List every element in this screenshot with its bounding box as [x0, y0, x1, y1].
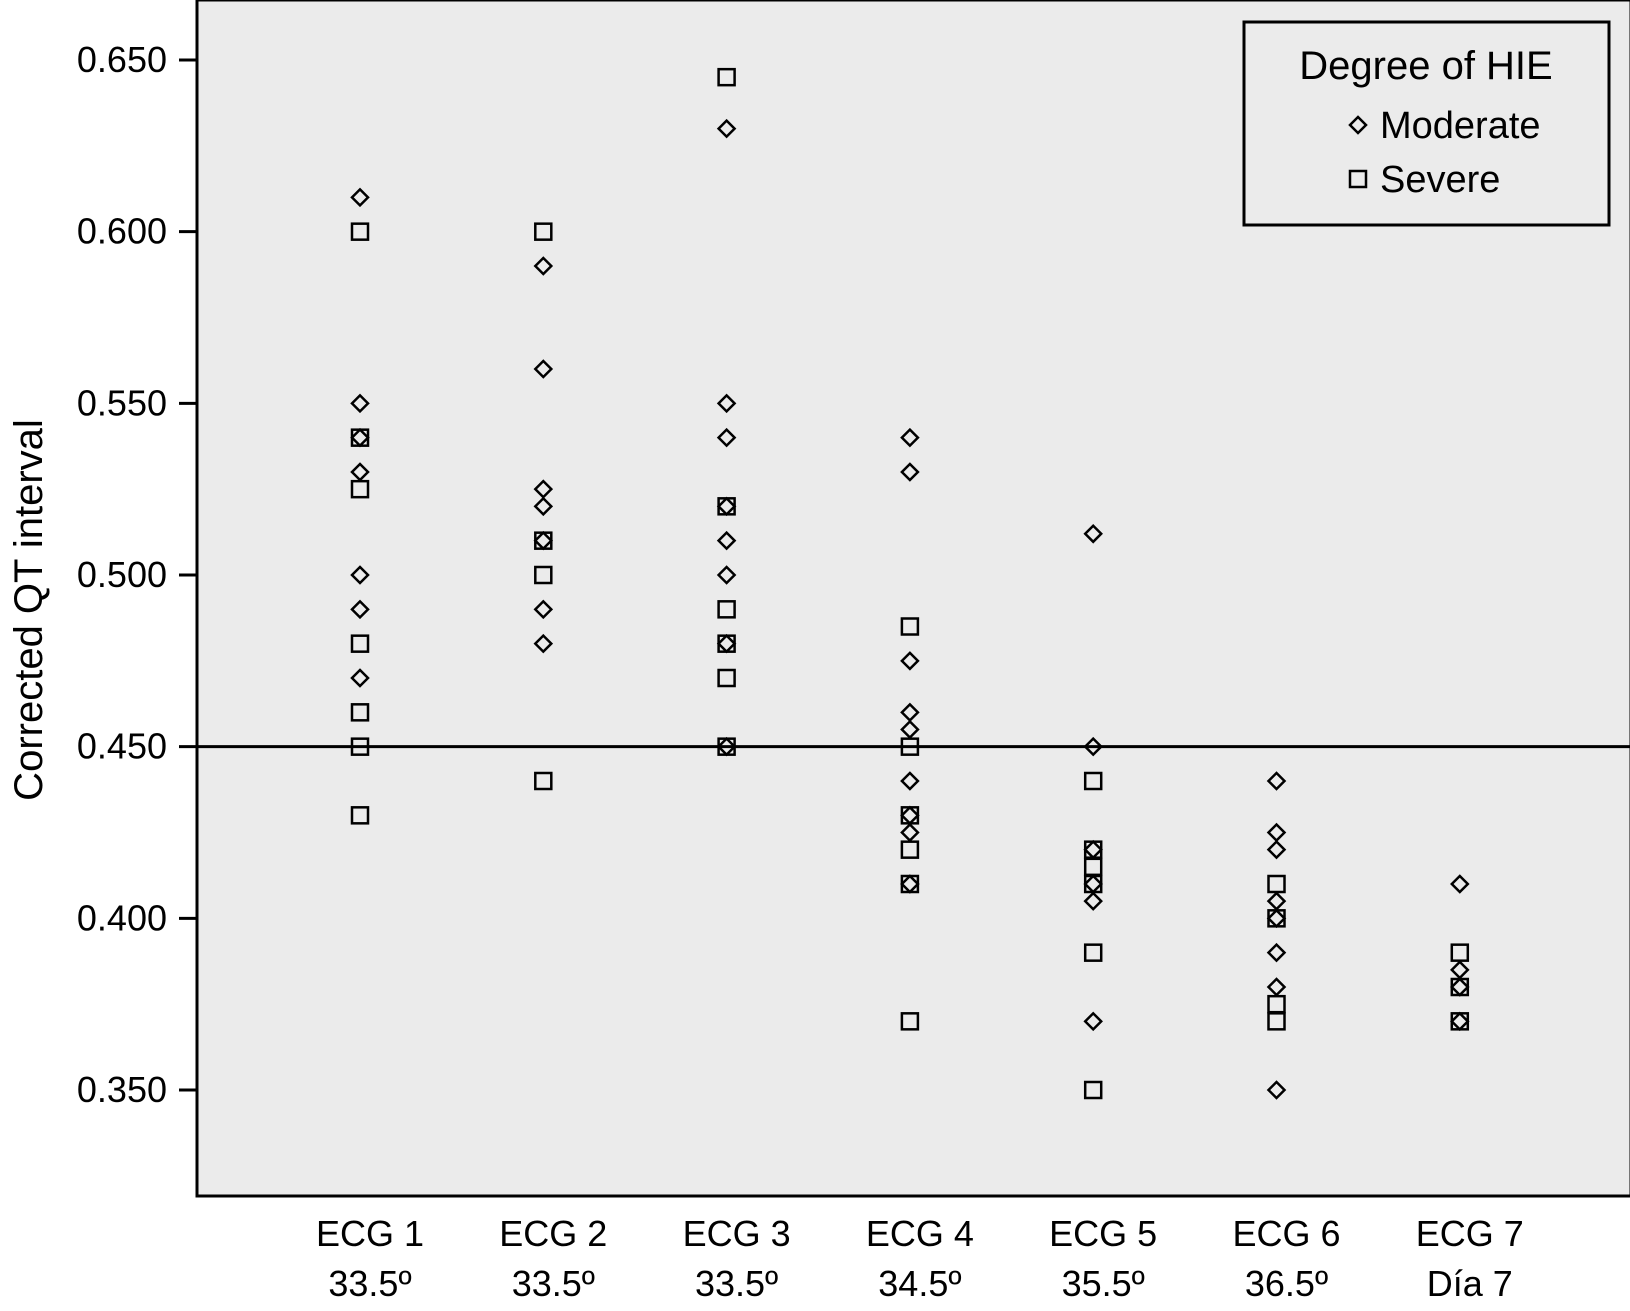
severe-point: [900, 806, 920, 825]
y-tick-label: 0.550: [77, 382, 167, 423]
moderate-point: [1083, 1011, 1103, 1032]
severe-point: [534, 222, 553, 241]
severe-point: [1450, 943, 1470, 962]
moderate-point: [716, 118, 737, 139]
severe-point: [534, 771, 553, 791]
x-category-label-line1: ECG 7: [1416, 1213, 1524, 1254]
severe-point: [717, 668, 736, 688]
moderate-point: [1450, 874, 1470, 894]
moderate-point: [1266, 942, 1287, 963]
moderate-point: [1266, 1080, 1287, 1100]
severe-point: [534, 565, 553, 585]
y-axis-title: Corrected QT interval: [7, 419, 51, 801]
severe-point: [1083, 874, 1103, 894]
moderate-point: [533, 496, 554, 517]
severe-point: [350, 428, 370, 447]
moderate-point: [1083, 524, 1103, 544]
legend-moderate-marker: [1348, 115, 1368, 135]
y-tick-label: 0.650: [77, 39, 167, 80]
severe-point: [1267, 909, 1286, 928]
severe-point: [717, 67, 736, 87]
severe-point: [1083, 943, 1103, 962]
x-category-label-line1: ECG 6: [1232, 1213, 1340, 1254]
severe-point: [900, 840, 920, 859]
moderate-point: [1083, 891, 1103, 911]
x-category-label-line2: 35.5º: [1062, 1263, 1145, 1304]
severe-point: [1083, 1080, 1103, 1100]
moderate-point: [716, 530, 737, 551]
moderate-point: [716, 393, 737, 414]
data-points-layer: [350, 67, 1470, 1100]
y-tick-label: 0.350: [77, 1069, 167, 1110]
moderate-point: [350, 668, 370, 688]
severe-point: [717, 497, 736, 516]
moderate-point: [900, 771, 920, 791]
legend-moderate-label: Moderate: [1380, 105, 1541, 147]
x-category-label-line1: ECG 1: [316, 1213, 424, 1254]
x-axis-category-labels: ECG 1 33.5º ECG 2 33.5º ECG 3 33.5º ECG 4 34.5º…: [316, 1213, 1524, 1304]
x-category-label-line2: 36.5º: [1245, 1263, 1328, 1304]
severe-point: [1267, 1012, 1286, 1031]
severe-point: [350, 634, 370, 653]
x-category-label-line1: ECG 2: [499, 1213, 607, 1254]
y-axis-ticks: 0.350 0.400 0.450 0.500 0.550 0.600 0.650: [77, 39, 197, 1110]
x-category-label-line2: Día 7: [1427, 1263, 1513, 1304]
legend-box: [1242, 20, 1611, 227]
x-category-label-line2: 33.5º: [512, 1263, 595, 1304]
x-category-label-line1: ECG 5: [1049, 1213, 1157, 1254]
y-tick-label: 0.500: [77, 554, 167, 595]
x-category-label-line2: 33.5º: [328, 1263, 411, 1304]
severe-point: [350, 222, 370, 241]
moderate-point: [533, 359, 554, 379]
x-category-label-line2: 33.5º: [695, 1263, 778, 1304]
moderate-point: [533, 633, 554, 654]
legend-severe-marker: [1348, 169, 1368, 189]
severe-point: [350, 479, 370, 499]
moderate-point: [350, 393, 370, 414]
severe-point: [900, 1012, 920, 1031]
legend-severe-label: Severe: [1380, 159, 1500, 201]
severe-point: [1450, 1012, 1470, 1031]
moderate-point: [533, 256, 554, 276]
moderate-point: [350, 187, 370, 208]
moderate-point: [533, 599, 554, 620]
x-category-label-line2: 34.5º: [878, 1263, 961, 1304]
legend-entries: Moderate Severe: [1348, 105, 1541, 201]
legend-title: Degree of HIE: [1299, 44, 1552, 88]
severe-point: [900, 737, 920, 756]
moderate-point: [1266, 839, 1287, 860]
severe-point: [1083, 771, 1103, 791]
severe-point: [900, 617, 920, 636]
severe-point: [350, 737, 370, 756]
moderate-point: [900, 462, 920, 482]
y-tick-label: 0.450: [77, 726, 167, 767]
moderate-point: [716, 565, 737, 585]
severe-point: [534, 531, 553, 550]
severe-point: [350, 806, 370, 825]
legend: Degree of HIE Moderate Severe: [1242, 20, 1611, 227]
severe-point: [717, 600, 736, 619]
severe-point: [1267, 874, 1286, 894]
moderate-point: [1083, 736, 1103, 757]
severe-point: [900, 874, 920, 894]
moderate-point: [900, 427, 920, 448]
moderate-point: [716, 427, 737, 448]
moderate-point: [1266, 771, 1287, 791]
severe-point: [350, 703, 370, 722]
x-category-label-line1: ECG 4: [866, 1213, 974, 1254]
moderate-point: [350, 599, 370, 620]
severe-point: [717, 737, 736, 756]
y-tick-label: 0.400: [77, 897, 167, 938]
moderate-point: [900, 651, 920, 671]
severe-point: [717, 634, 736, 653]
moderate-point: [350, 565, 370, 585]
severe-point: [1450, 977, 1470, 997]
y-tick-label: 0.600: [77, 211, 167, 252]
x-category-label-line1: ECG 3: [683, 1213, 791, 1254]
